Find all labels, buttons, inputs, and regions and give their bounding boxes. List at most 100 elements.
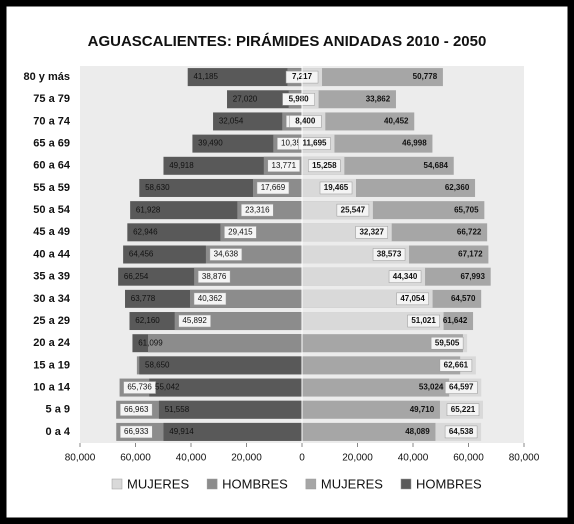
- data-label: 55,042: [155, 383, 180, 392]
- data-label: 64,456: [129, 250, 154, 259]
- legend-swatch: [305, 478, 317, 490]
- data-label: 44,340: [393, 272, 418, 281]
- data-label: 64,597: [449, 383, 474, 392]
- data-label: 41,185: [193, 72, 218, 81]
- data-label: 33,862: [366, 94, 391, 103]
- y-tick-label: 0 a 4: [46, 426, 71, 438]
- data-label: 59,505: [435, 338, 460, 347]
- data-label: 39,490: [198, 139, 223, 148]
- bar: [149, 378, 302, 397]
- legend-swatch: [400, 478, 412, 490]
- data-label: 62,360: [445, 183, 470, 192]
- label-box: [336, 203, 370, 217]
- data-label: 66,963: [124, 405, 149, 414]
- data-label: 40,452: [384, 117, 409, 126]
- data-label: 25,547: [341, 205, 366, 214]
- bar: [302, 378, 450, 397]
- y-tick-label: 25 a 29: [33, 315, 70, 327]
- label-box: [444, 425, 478, 439]
- label-box: [119, 403, 153, 416]
- y-tick-label: 35 a 39: [33, 271, 70, 283]
- y-tick-label: 5 a 9: [46, 404, 70, 416]
- data-label: 38,573: [377, 250, 402, 259]
- bar: [302, 334, 463, 353]
- bar: [302, 68, 443, 87]
- bar: [302, 422, 436, 441]
- legend-label: MUJERES: [127, 476, 189, 491]
- data-label: 67,172: [458, 250, 483, 259]
- label-box: [445, 381, 478, 394]
- label-box: [430, 336, 464, 350]
- data-label: 23,316: [245, 205, 270, 214]
- x-tick-label: 80,000: [509, 453, 540, 464]
- x-tick-label: 60,000: [453, 453, 484, 464]
- data-label: 54,684: [424, 161, 449, 170]
- x-tick-label: 80,000: [65, 453, 96, 464]
- y-tick-label: 50 a 54: [33, 204, 71, 216]
- data-label: 61,642: [443, 316, 468, 325]
- data-label: 62,661: [444, 360, 469, 369]
- data-label: 58,650: [145, 360, 170, 369]
- label-box: [267, 159, 301, 173]
- x-tick-label: 20,000: [342, 453, 373, 464]
- label-box: [241, 203, 274, 217]
- y-tick-label: 10 a 14: [33, 381, 71, 393]
- y-tick-label: 15 a 19: [33, 359, 70, 371]
- data-label: 46,998: [402, 139, 427, 148]
- data-label: 15,258: [312, 161, 337, 170]
- data-label: 11,695: [302, 139, 327, 148]
- bar: [139, 356, 302, 375]
- bar: [302, 134, 433, 153]
- y-tick-label: 70 a 74: [33, 115, 71, 127]
- y-tick-label: 75 a 79: [33, 93, 70, 105]
- data-label: 49,710: [410, 405, 435, 414]
- y-tick-label: 65 a 69: [33, 138, 70, 150]
- data-label: 13,771: [272, 161, 297, 170]
- chart-title: AGUASCALIENTES: PIRÁMIDES ANIDADAS 2010 …: [88, 33, 487, 50]
- data-label: 38,876: [202, 272, 227, 281]
- label-box: [446, 403, 480, 416]
- data-label: 50,778: [413, 72, 438, 81]
- legend-label: MUJERES: [321, 476, 383, 491]
- data-label: 65,736: [127, 383, 152, 392]
- bar: [302, 356, 461, 375]
- data-label: 65,221: [451, 405, 476, 414]
- x-tick-label: 60,000: [120, 453, 151, 464]
- label-box: [209, 248, 243, 261]
- y-tick-label: 40 a 44: [33, 248, 71, 260]
- data-label: 48,089: [405, 427, 430, 436]
- label-box: [193, 292, 227, 306]
- label-box: [120, 425, 153, 439]
- data-label: 61,928: [136, 205, 161, 214]
- bar: [158, 400, 302, 419]
- label-box: [282, 93, 315, 106]
- data-label: 5,980: [289, 94, 310, 103]
- data-label: 27,020: [233, 94, 258, 103]
- label-box: [396, 292, 429, 306]
- data-label: 49,914: [169, 427, 194, 436]
- bar: [302, 112, 415, 131]
- y-tick-label: 80 y más: [24, 71, 70, 83]
- data-label: 67,993: [460, 272, 485, 281]
- x-tick-label: 40,000: [176, 453, 207, 464]
- data-label: 45,892: [182, 316, 207, 325]
- data-label: 51,558: [165, 405, 190, 414]
- data-label: 49,918: [169, 161, 194, 170]
- data-label: 8,400: [295, 117, 316, 126]
- label-box: [355, 226, 388, 239]
- data-label: 66,254: [124, 272, 149, 281]
- label-box: [407, 314, 440, 328]
- data-label: 66,722: [457, 227, 482, 236]
- data-label: 51,021: [411, 316, 436, 325]
- x-tick-label: 20,000: [231, 453, 262, 464]
- legend-label: HOMBRES: [416, 476, 482, 491]
- label-box: [298, 137, 331, 150]
- data-label: 64,570: [451, 294, 476, 303]
- data-label: 32,054: [219, 117, 244, 126]
- label-box: [224, 226, 257, 239]
- data-label: 47,054: [400, 294, 425, 303]
- data-label: 34,638: [214, 250, 239, 259]
- label-box: [308, 159, 341, 173]
- data-label: 63,778: [131, 294, 156, 303]
